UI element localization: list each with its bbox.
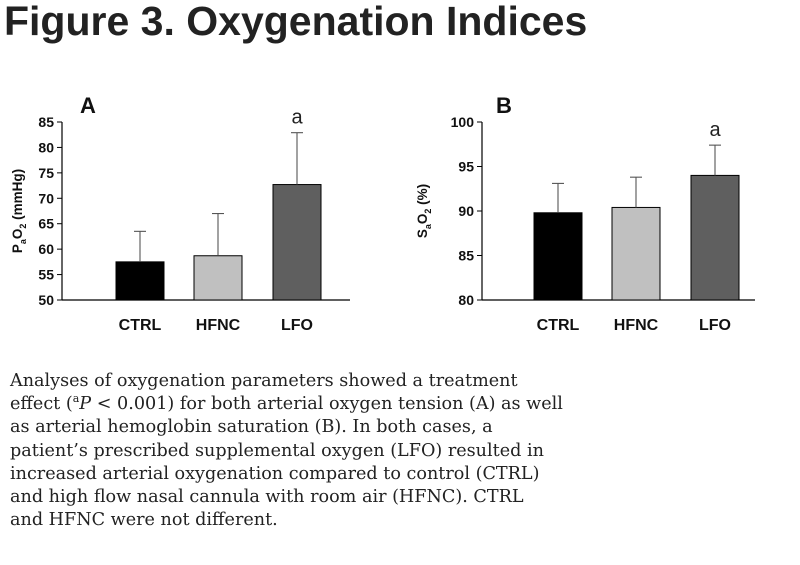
y-axis-label: PaO2 (mmHg) — [10, 169, 28, 253]
caption-line-2: effect (aP < 0.001) for both arterial ox… — [10, 393, 795, 416]
bar-ctrl — [533, 212, 583, 301]
bar-lfo — [272, 184, 322, 301]
bar-hfnc — [611, 206, 661, 301]
caption-line-6: and high flow nasal cannula with room ai… — [10, 487, 524, 508]
category-label-hfnc: HFNC — [196, 317, 241, 334]
category-label-ctrl: CTRL — [537, 317, 580, 334]
y-tick-label: 60 — [38, 241, 54, 257]
bar-lfo — [690, 174, 740, 301]
bar-hfnc — [193, 255, 243, 301]
y-tick-label: 65 — [38, 216, 54, 232]
significance-mark: a — [709, 119, 721, 141]
y-tick-label: 90 — [458, 203, 474, 219]
caption-line-3: as arterial hemoglobin saturation (B). I… — [10, 417, 493, 438]
category-label-hfnc: HFNC — [614, 317, 659, 334]
significance-mark: a — [291, 107, 303, 129]
caption-line-2-start: effect ( — [10, 394, 73, 415]
figure-caption: Analyses of oxygenation parameters showe… — [10, 370, 795, 532]
caption-line-1: Analyses of oxygenation parameters showe… — [10, 371, 518, 391]
category-label-ctrl: CTRL — [119, 317, 162, 334]
y-axis-label: SaO2 (%) — [415, 184, 433, 238]
caption-line-5: increased arterial oxygenation compared … — [10, 463, 540, 484]
y-tick-label: 85 — [38, 114, 54, 130]
category-label-lfo: LFO — [281, 317, 313, 334]
significance-superscript: a — [72, 392, 80, 406]
y-tick-label: 80 — [458, 292, 474, 308]
panel-label: B — [496, 93, 512, 118]
p-value-symbol: P — [79, 394, 92, 415]
y-tick-label: 50 — [38, 292, 54, 308]
bar-ctrl — [115, 261, 165, 301]
panel-label: A — [80, 93, 96, 118]
y-tick-label: 95 — [458, 159, 474, 175]
y-tick-label: 75 — [38, 165, 54, 181]
caption-line-4: patient’s prescribed supplemental oxygen… — [10, 440, 544, 461]
y-tick-label: 85 — [458, 248, 474, 264]
y-tick-label: 70 — [38, 190, 54, 206]
y-tick-label: 55 — [38, 267, 54, 283]
caption-line-2-end: < 0.001) for both arterial oxygen tensio… — [91, 394, 563, 415]
chart-panel-a: 85 80 75 70 65 60 55 50 A PaO2 (mmHg) CTRL HFNC a LFO — [10, 93, 350, 334]
chart-panel-b: 100 95 90 85 80 B SaO2 (%) CTRL HFNC a LFO — [415, 93, 755, 334]
caption-line-7: and HFNC were not different. — [10, 510, 278, 531]
category-label-lfo: LFO — [699, 317, 731, 334]
y-tick-label: 80 — [38, 139, 54, 155]
figure-title: Figure 3. Oxygenation Indices — [4, 0, 588, 44]
y-tick-label: 100 — [451, 114, 475, 130]
